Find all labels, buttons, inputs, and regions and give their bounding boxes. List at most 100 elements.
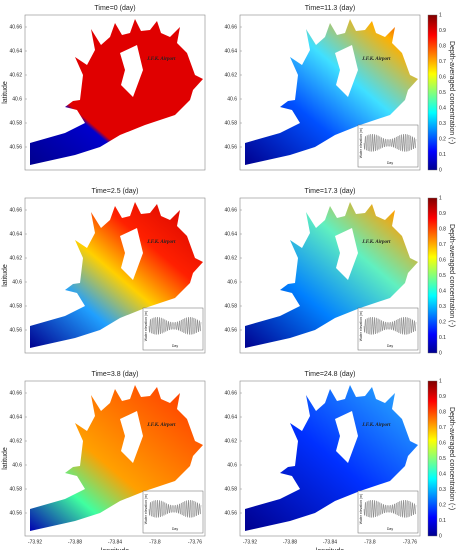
panel-title: Time=2.5 (day) — [91, 188, 138, 195]
x-tick-label: -73.88 — [283, 539, 297, 545]
colorbar-tick-label: 0.9 — [439, 394, 446, 400]
y-axis-label: latitude — [2, 447, 9, 470]
panel: J.F.K. Airport Time=2.5 (day) 40.66 40.64 40… — [2, 188, 206, 354]
colorbar-tick-label: 0.3 — [439, 487, 446, 493]
colorbar-tick-label: 0.4 — [439, 288, 446, 294]
y-tick-label: 40.64 — [9, 48, 22, 54]
colorbar-tick-label: 0.9 — [439, 28, 446, 34]
annotation: J.F.K. Airport — [361, 240, 391, 245]
island — [335, 45, 358, 97]
colorbar-tick-label: 0.7 — [439, 425, 446, 431]
x-tick-label: -73.76 — [403, 539, 417, 545]
y-tick-label: 40.6 — [12, 96, 22, 102]
island — [120, 45, 143, 97]
y-tick-label: 40.6 — [227, 462, 237, 468]
colorbar-tick-label: 0.3 — [439, 304, 446, 310]
colorbar-tick-label: 0.1 — [439, 152, 446, 158]
inset: Water elevation (m) Day — [357, 490, 419, 534]
inset-y-label: Water elevation (m) — [144, 494, 148, 524]
colorbar-tick-label: 0.5 — [439, 273, 446, 279]
island — [335, 411, 358, 463]
colorbar-tick-label: 0.7 — [439, 242, 446, 248]
y-tick-label: 40.66 — [9, 390, 22, 396]
y-tick-label: 40.58 — [224, 486, 237, 492]
colorbar-tick-label: 0.1 — [439, 335, 446, 341]
tide-curve — [363, 134, 417, 152]
y-tick-label: 40.64 — [9, 414, 22, 420]
colorbar-scale — [427, 380, 438, 537]
y-tick-label: 40.56 — [9, 510, 22, 516]
tide-curve — [148, 500, 202, 518]
colorbar-tick-label: 1 — [439, 195, 442, 201]
x-tick-label: -73.92 — [243, 539, 257, 545]
annotation: J.F.K. Airport — [146, 57, 176, 62]
x-axis-label: longitude — [316, 548, 345, 550]
colorbar-tick-label: 0.5 — [439, 90, 446, 96]
inset-y-label: Water elevation (m) — [359, 311, 363, 341]
y-tick-label: 40.66 — [224, 207, 237, 213]
colorbar-tick-label: 0.4 — [439, 105, 446, 111]
y-tick-label: 40.64 — [224, 48, 237, 54]
x-tick-label: -73.84 — [108, 539, 122, 545]
y-tick-label: 40.62 — [9, 72, 22, 78]
colorbar-tick-label: 0.8 — [439, 43, 446, 49]
y-tick-label: 40.58 — [9, 486, 22, 492]
y-tick-label: 40.56 — [9, 327, 22, 333]
y-tick-label: 40.66 — [9, 207, 22, 213]
y-tick-label: 40.56 — [224, 144, 237, 150]
annotation: J.F.K. Airport — [146, 240, 176, 245]
y-tick-label: 40.56 — [224, 510, 237, 516]
y-tick-label: 40.64 — [224, 414, 237, 420]
colorbar-tick-label: 0.9 — [439, 211, 446, 217]
colorbar-tick-label: 0 — [439, 167, 442, 173]
colorbar-tick-label: 1 — [439, 12, 442, 18]
y-tick-label: 40.62 — [224, 255, 237, 261]
concentration-map — [30, 19, 203, 165]
inset-x-label: Day — [387, 344, 393, 348]
y-tick-label: 40.58 — [224, 120, 237, 126]
colorbar-tick-label: 0.3 — [439, 121, 446, 127]
colorbar-scale — [427, 197, 438, 354]
y-tick-label: 40.58 — [9, 303, 22, 309]
panel: J.F.K. Airport Time=11.3 (day) 40.66 40.64 4… — [224, 5, 421, 171]
panel-title: Time=17.3 (day) — [305, 188, 356, 195]
colorbar-tick-label: 0 — [439, 350, 442, 356]
colorbar-tick-label: 0.8 — [439, 226, 446, 232]
colorbar: 0 0.1 0.2 0.3 0.4 0.5 0.6 0.7 0.8 0.9 1 Depth-avera… — [427, 12, 455, 173]
x-tick-label: -73.92 — [28, 539, 42, 545]
y-tick-label: 40.58 — [224, 303, 237, 309]
y-tick-label: 40.6 — [12, 279, 22, 285]
y-tick-label: 40.66 — [224, 390, 237, 396]
panel-title: Time=11.3 (day) — [305, 5, 355, 12]
colorbar-label: Depth-averaged concentration (-) — [448, 41, 455, 144]
y-tick-label: 40.6 — [227, 279, 237, 285]
y-tick-label: 40.6 — [12, 462, 22, 468]
colorbar-label: Depth-averaged concentration (-) — [448, 224, 455, 327]
y-tick-label: 40.66 — [224, 24, 237, 30]
panel: J.F.K. Airport Time=17.3 (day) 40.66 40.64 4… — [224, 188, 421, 354]
inset-y-label: Water elevation (m) — [359, 494, 363, 524]
panel-title: Time=0 (day) — [94, 5, 135, 12]
inset-x-label: Day — [172, 527, 178, 531]
colorbar-tick-label: 0.4 — [439, 471, 446, 477]
concentration-map — [245, 202, 418, 348]
panel: J.F.K. Airport Time=24.8 (day) 40.66 40.64 4… — [224, 371, 421, 550]
panel: J.F.K. Airport Time=0 (day) 40.66 40.64 40.6… — [2, 5, 206, 171]
annotation: J.F.K. Airport — [361, 57, 391, 62]
inset-x-label: Day — [387, 161, 393, 165]
island — [335, 228, 358, 280]
x-tick-label: -73.84 — [323, 539, 337, 545]
y-tick-label: 40.64 — [224, 231, 237, 237]
inset: Water elevation (m) Day — [142, 307, 204, 351]
colorbar-tick-label: 0.1 — [439, 518, 446, 524]
concentration-map — [30, 202, 203, 348]
x-axis-label: longitude — [101, 548, 130, 550]
colorbar-tick-label: 0.8 — [439, 409, 446, 415]
colorbar-tick-label: 0.6 — [439, 257, 446, 263]
colorbar-tick-label: 0.5 — [439, 456, 446, 462]
colorbar-tick-label: 0.7 — [439, 59, 446, 65]
colorbar-tick-label: 0 — [439, 533, 442, 539]
colorbar-tick-label: 1 — [439, 378, 442, 384]
y-tick-label: 40.64 — [9, 231, 22, 237]
